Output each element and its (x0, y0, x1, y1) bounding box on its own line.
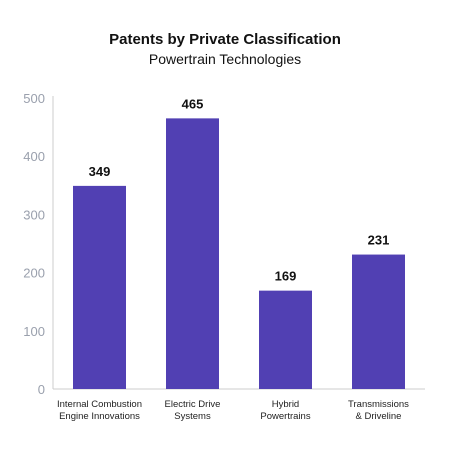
chart-title: Patents by Private Classification (109, 31, 341, 48)
y-tick-label: 300 (23, 207, 45, 222)
data-label: 349 (89, 164, 111, 179)
x-tick-label: Electric Drive Systems (165, 399, 221, 422)
y-tick-label: 100 (23, 324, 45, 339)
data-labels: 349 465 169 231 (89, 96, 390, 283)
y-tick-label: 500 (23, 91, 45, 106)
bar (166, 118, 219, 390)
x-tick-label: Internal Combustion Engine Innovations (57, 399, 142, 422)
y-tick-label: 200 (23, 266, 45, 281)
x-tick-label-line: Engine Innovations (59, 411, 140, 422)
data-label: 231 (368, 233, 390, 248)
x-tick-label-line: Electric Drive (165, 399, 221, 410)
y-axis: 0 100 200 300 400 500 (23, 91, 54, 397)
x-tick-label: Hybrid Powertrains (260, 399, 310, 422)
x-tick-label-line: Systems (174, 411, 211, 422)
chart-subtitle: Powertrain Technologies (149, 51, 301, 67)
bars (73, 118, 405, 390)
x-tick-label-line: Transmissions (348, 399, 409, 410)
y-tick-label: 0 (38, 382, 45, 397)
bar (259, 290, 312, 389)
x-tick-label-line: Powertrains (260, 411, 310, 422)
data-label: 169 (275, 269, 297, 284)
bar (73, 185, 126, 389)
y-tick-label: 400 (23, 149, 45, 164)
x-tick-labels: Internal Combustion Engine Innovations Ele… (57, 399, 409, 422)
x-tick-label: Transmissions & Driveline (348, 399, 409, 422)
bar (352, 254, 405, 389)
x-tick-label-line: & Driveline (356, 411, 402, 422)
data-label: 465 (182, 96, 204, 111)
x-tick-label-line: Hybrid (272, 399, 299, 410)
x-tick-label-line: Internal Combustion (57, 399, 142, 410)
